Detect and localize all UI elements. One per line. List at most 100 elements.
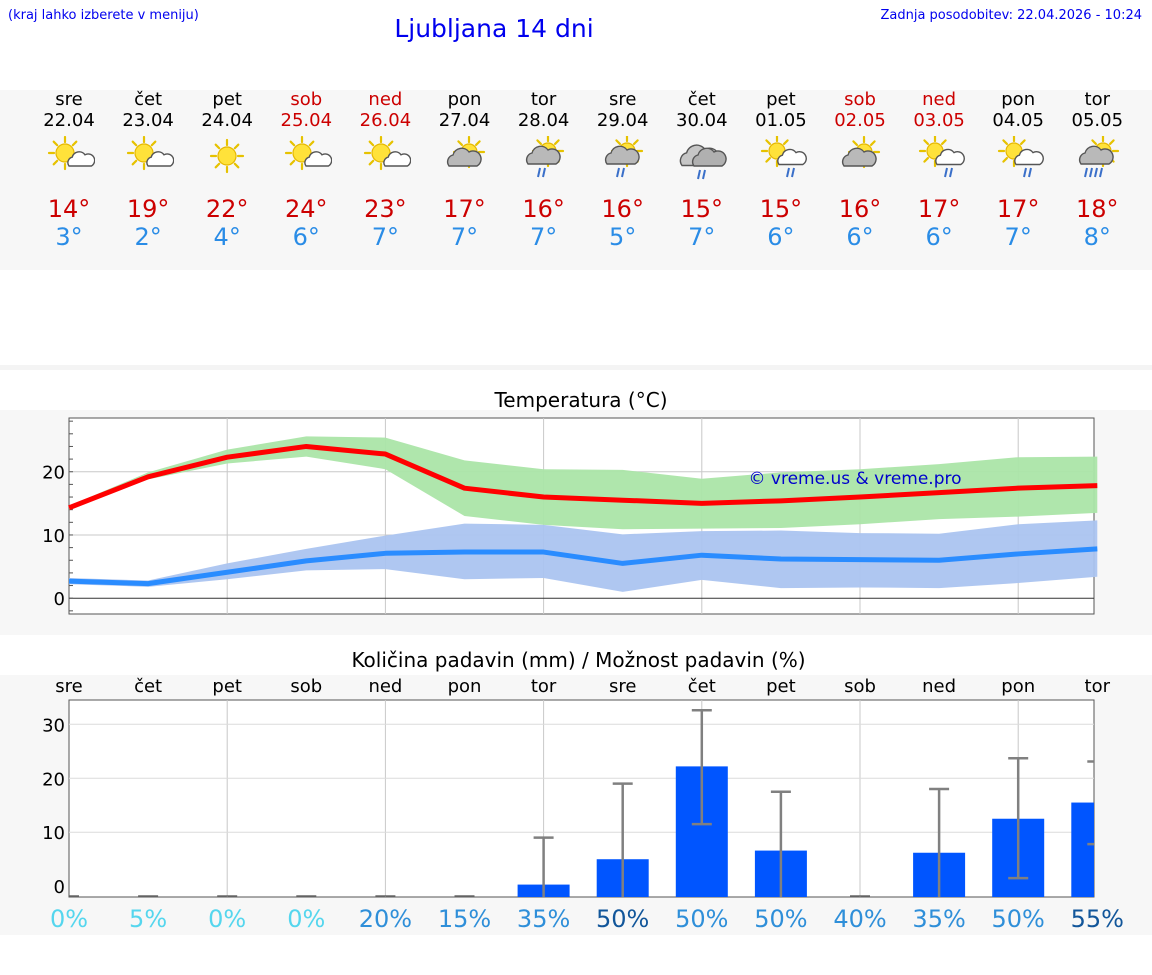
forecast-day: sob 02.05 16° 6°	[820, 89, 900, 251]
y-tick-label: 0	[54, 877, 65, 898]
weather-icon	[525, 136, 564, 178]
error-bar	[1087, 760, 1094, 846]
precip-chance: 55%	[1071, 905, 1124, 933]
forecast-day: sre 22.04 14° 3°	[29, 90, 109, 250]
error-bar	[929, 787, 950, 897]
day-label: čet	[134, 676, 162, 697]
precipitation-chart-title: Količina padavin (mm) / Možnost padavin …	[351, 648, 806, 672]
weather-icon	[760, 136, 807, 178]
temp-min: 2°	[134, 223, 162, 251]
day-date: 30.04	[676, 110, 728, 131]
temp-max: 18°	[1076, 195, 1119, 223]
forecast-day: čet 23.04 19° 2°	[108, 90, 188, 250]
temp-max: 23°	[364, 195, 407, 223]
temp-min: 6°	[846, 223, 874, 251]
forecast-day: ned 26.04 23° 7°	[345, 90, 425, 250]
temp-min: 7°	[688, 223, 716, 251]
precipitation-chart: 0 10 20 30 sre čet pet sob ned pon tor sre čet pet sob…	[42, 676, 1124, 933]
temp-min: 7°	[1004, 223, 1032, 251]
max-temp-line	[68, 443, 1098, 511]
y-tick-label: 30	[42, 715, 65, 736]
weather-icon	[126, 136, 175, 171]
temperature-chart-title: Temperatura (°C)	[494, 388, 668, 412]
temp-min: 6°	[925, 223, 953, 251]
weather-icon	[210, 138, 245, 174]
weather-icon	[604, 136, 643, 178]
day-name: tor	[530, 89, 557, 110]
day-name: tor	[1084, 89, 1111, 110]
precip-chance: 50%	[596, 905, 649, 933]
temp-min: 4°	[213, 223, 241, 251]
temp-max: 17°	[996, 195, 1040, 223]
day-name: čet	[687, 89, 716, 110]
day-name: čet	[134, 89, 163, 110]
weather-icon	[918, 136, 966, 178]
day-name: pon	[447, 89, 482, 110]
y-tick-label: 20	[42, 769, 65, 790]
weather-icon	[679, 144, 727, 180]
day-label: pet	[766, 676, 796, 697]
day-date: 26.04	[359, 110, 412, 131]
day-name: sob	[290, 89, 323, 110]
temp-min: 7°	[371, 223, 400, 251]
forecast-day: pon 27.04 17° 7°	[425, 89, 505, 251]
last-updated: Zadnja posodobitev: 22.04.2026 - 10:24	[880, 8, 1142, 23]
day-label: sre	[609, 676, 636, 697]
day-label: sob	[290, 676, 322, 697]
day-name: pet	[212, 89, 242, 110]
partly-cloudy-icon	[446, 136, 485, 169]
precip-chance: 0%	[287, 905, 325, 933]
temp-min: 7°	[529, 223, 558, 251]
forecast-day: pet 01.05 15° 6°	[741, 90, 821, 250]
precip-bar	[1071, 802, 1094, 897]
forecast-day: pon 04.05 17° 7°	[978, 90, 1058, 250]
sun-cloud-rain-icon	[760, 136, 807, 178]
day-date: 02.05	[834, 110, 886, 131]
day-name: sob	[844, 89, 876, 110]
day-label: pet	[212, 676, 242, 697]
precip-chance: 50%	[675, 905, 728, 933]
cloudy-rain-icon	[679, 144, 727, 180]
precip-chance: 15%	[438, 905, 491, 933]
sun-cloud-icon	[285, 136, 333, 171]
page-title: Ljubljana 14 dni	[394, 14, 594, 43]
day-label: pon	[1001, 676, 1035, 697]
weather-icon	[1079, 136, 1120, 178]
day-name: sre	[608, 89, 637, 110]
temp-min: 5°	[609, 223, 637, 251]
temp-min: 6°	[292, 223, 320, 251]
sun-cloud-icon	[47, 136, 95, 171]
day-label: ned	[922, 676, 956, 697]
temp-max: 17°	[443, 195, 486, 223]
forecast-day: ned 03.05 17° 6°	[899, 90, 979, 250]
forecast-day: tor 05.05 18° 8°	[1057, 89, 1137, 251]
error-bar	[533, 836, 554, 897]
weather-icon	[841, 136, 881, 169]
day-date: 23.04	[122, 110, 174, 131]
temp-min: 7°	[450, 223, 479, 251]
day-date: 22.04	[43, 110, 95, 131]
precip-chance: 35%	[517, 905, 570, 933]
sun-icon	[210, 138, 245, 174]
temp-max: 17°	[917, 195, 961, 223]
sun-cloud-rain-icon	[918, 136, 966, 178]
location-hint: (kraj lahko izberete v meniju)	[8, 8, 199, 23]
day-date: 04.05	[992, 110, 1044, 131]
error-bar	[691, 709, 712, 826]
weather-icon	[285, 136, 333, 171]
sun-cloud-icon	[126, 136, 175, 171]
weather-icon	[47, 136, 95, 171]
temperature-chart: 0 10 20 © vreme.us & vreme.pro	[42, 417, 1098, 615]
day-name: pet	[766, 89, 796, 110]
precip-chance: 0%	[208, 905, 246, 933]
day-label: tor	[1085, 676, 1111, 697]
weather-icon	[446, 136, 485, 169]
day-label: tor	[531, 676, 557, 697]
y-tick-label: 10	[42, 823, 65, 844]
error-bar	[770, 790, 791, 897]
temp-max: 19°	[126, 195, 170, 223]
y-tick-label: 10	[42, 526, 65, 547]
day-label: čet	[688, 676, 716, 697]
day-date: 28.04	[517, 110, 570, 131]
temp-min: 8°	[1083, 223, 1111, 251]
